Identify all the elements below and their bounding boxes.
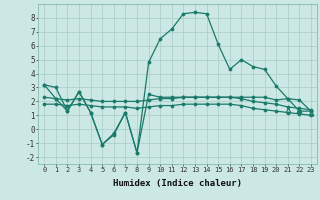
X-axis label: Humidex (Indice chaleur): Humidex (Indice chaleur) <box>113 179 242 188</box>
